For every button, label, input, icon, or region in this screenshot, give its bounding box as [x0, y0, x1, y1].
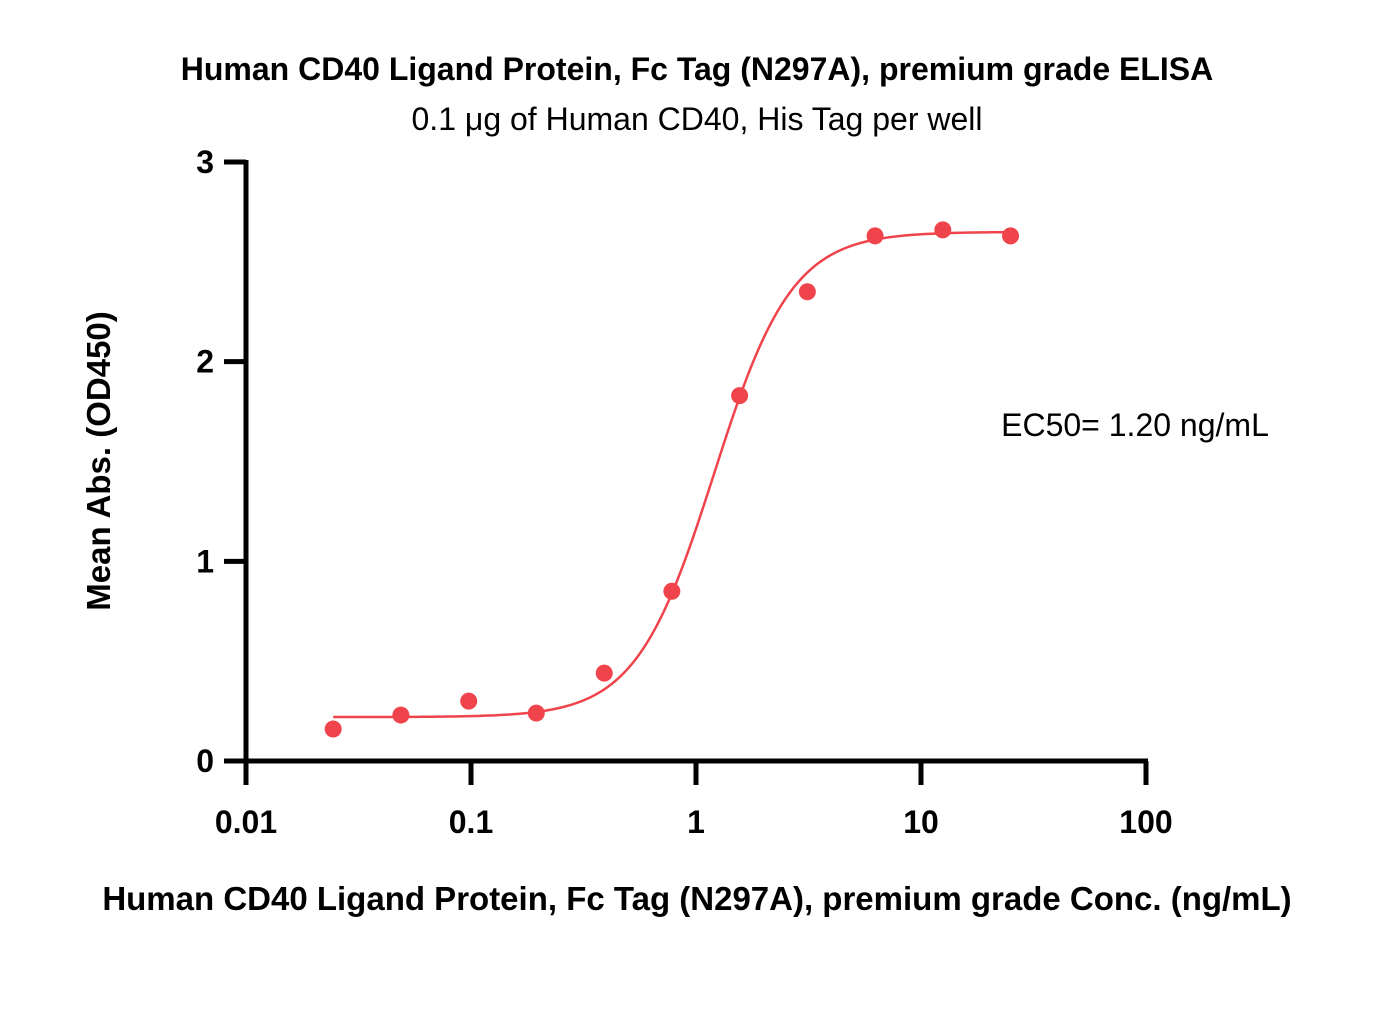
data-point [866, 227, 884, 245]
x-tick-label: 10 [903, 804, 939, 840]
x-axis-label: Human CD40 Ligand Protein, Fc Tag (N297A… [102, 880, 1291, 917]
data-point [595, 664, 613, 682]
y-tick-label: 0 [196, 743, 214, 779]
x-axis-ticks: 0.01 0.1 1 10 100 [215, 761, 1173, 840]
ec50-annotation: EC50= 1.20 ng/mL [1001, 407, 1269, 443]
chart-title: Human CD40 Ligand Protein, Fc Tag (N297A… [181, 51, 1213, 87]
data-point [460, 692, 478, 710]
x-tick-label: 100 [1119, 804, 1172, 840]
data-point [1002, 227, 1020, 245]
y-axis-ticks: 0 1 2 3 [196, 144, 246, 779]
data-point [527, 704, 545, 722]
data-point [731, 387, 749, 405]
data-point [324, 720, 342, 738]
data-point [392, 706, 410, 724]
y-tick-label: 2 [196, 344, 214, 380]
x-tick-label: 0.1 [449, 804, 493, 840]
x-tick-label: 0.01 [215, 804, 277, 840]
y-axis-label: Mean Abs. (OD450) [80, 311, 117, 611]
fit-curve [333, 230, 1011, 719]
y-tick-label: 1 [196, 543, 214, 579]
chart-subtitle: 0.1 μg of Human CD40, His Tag per well [412, 101, 983, 137]
data-points [324, 221, 1020, 738]
data-point [798, 283, 816, 301]
data-point [663, 582, 681, 600]
x-tick-label: 1 [687, 804, 705, 840]
data-point [934, 221, 952, 239]
y-tick-label: 3 [196, 144, 214, 180]
